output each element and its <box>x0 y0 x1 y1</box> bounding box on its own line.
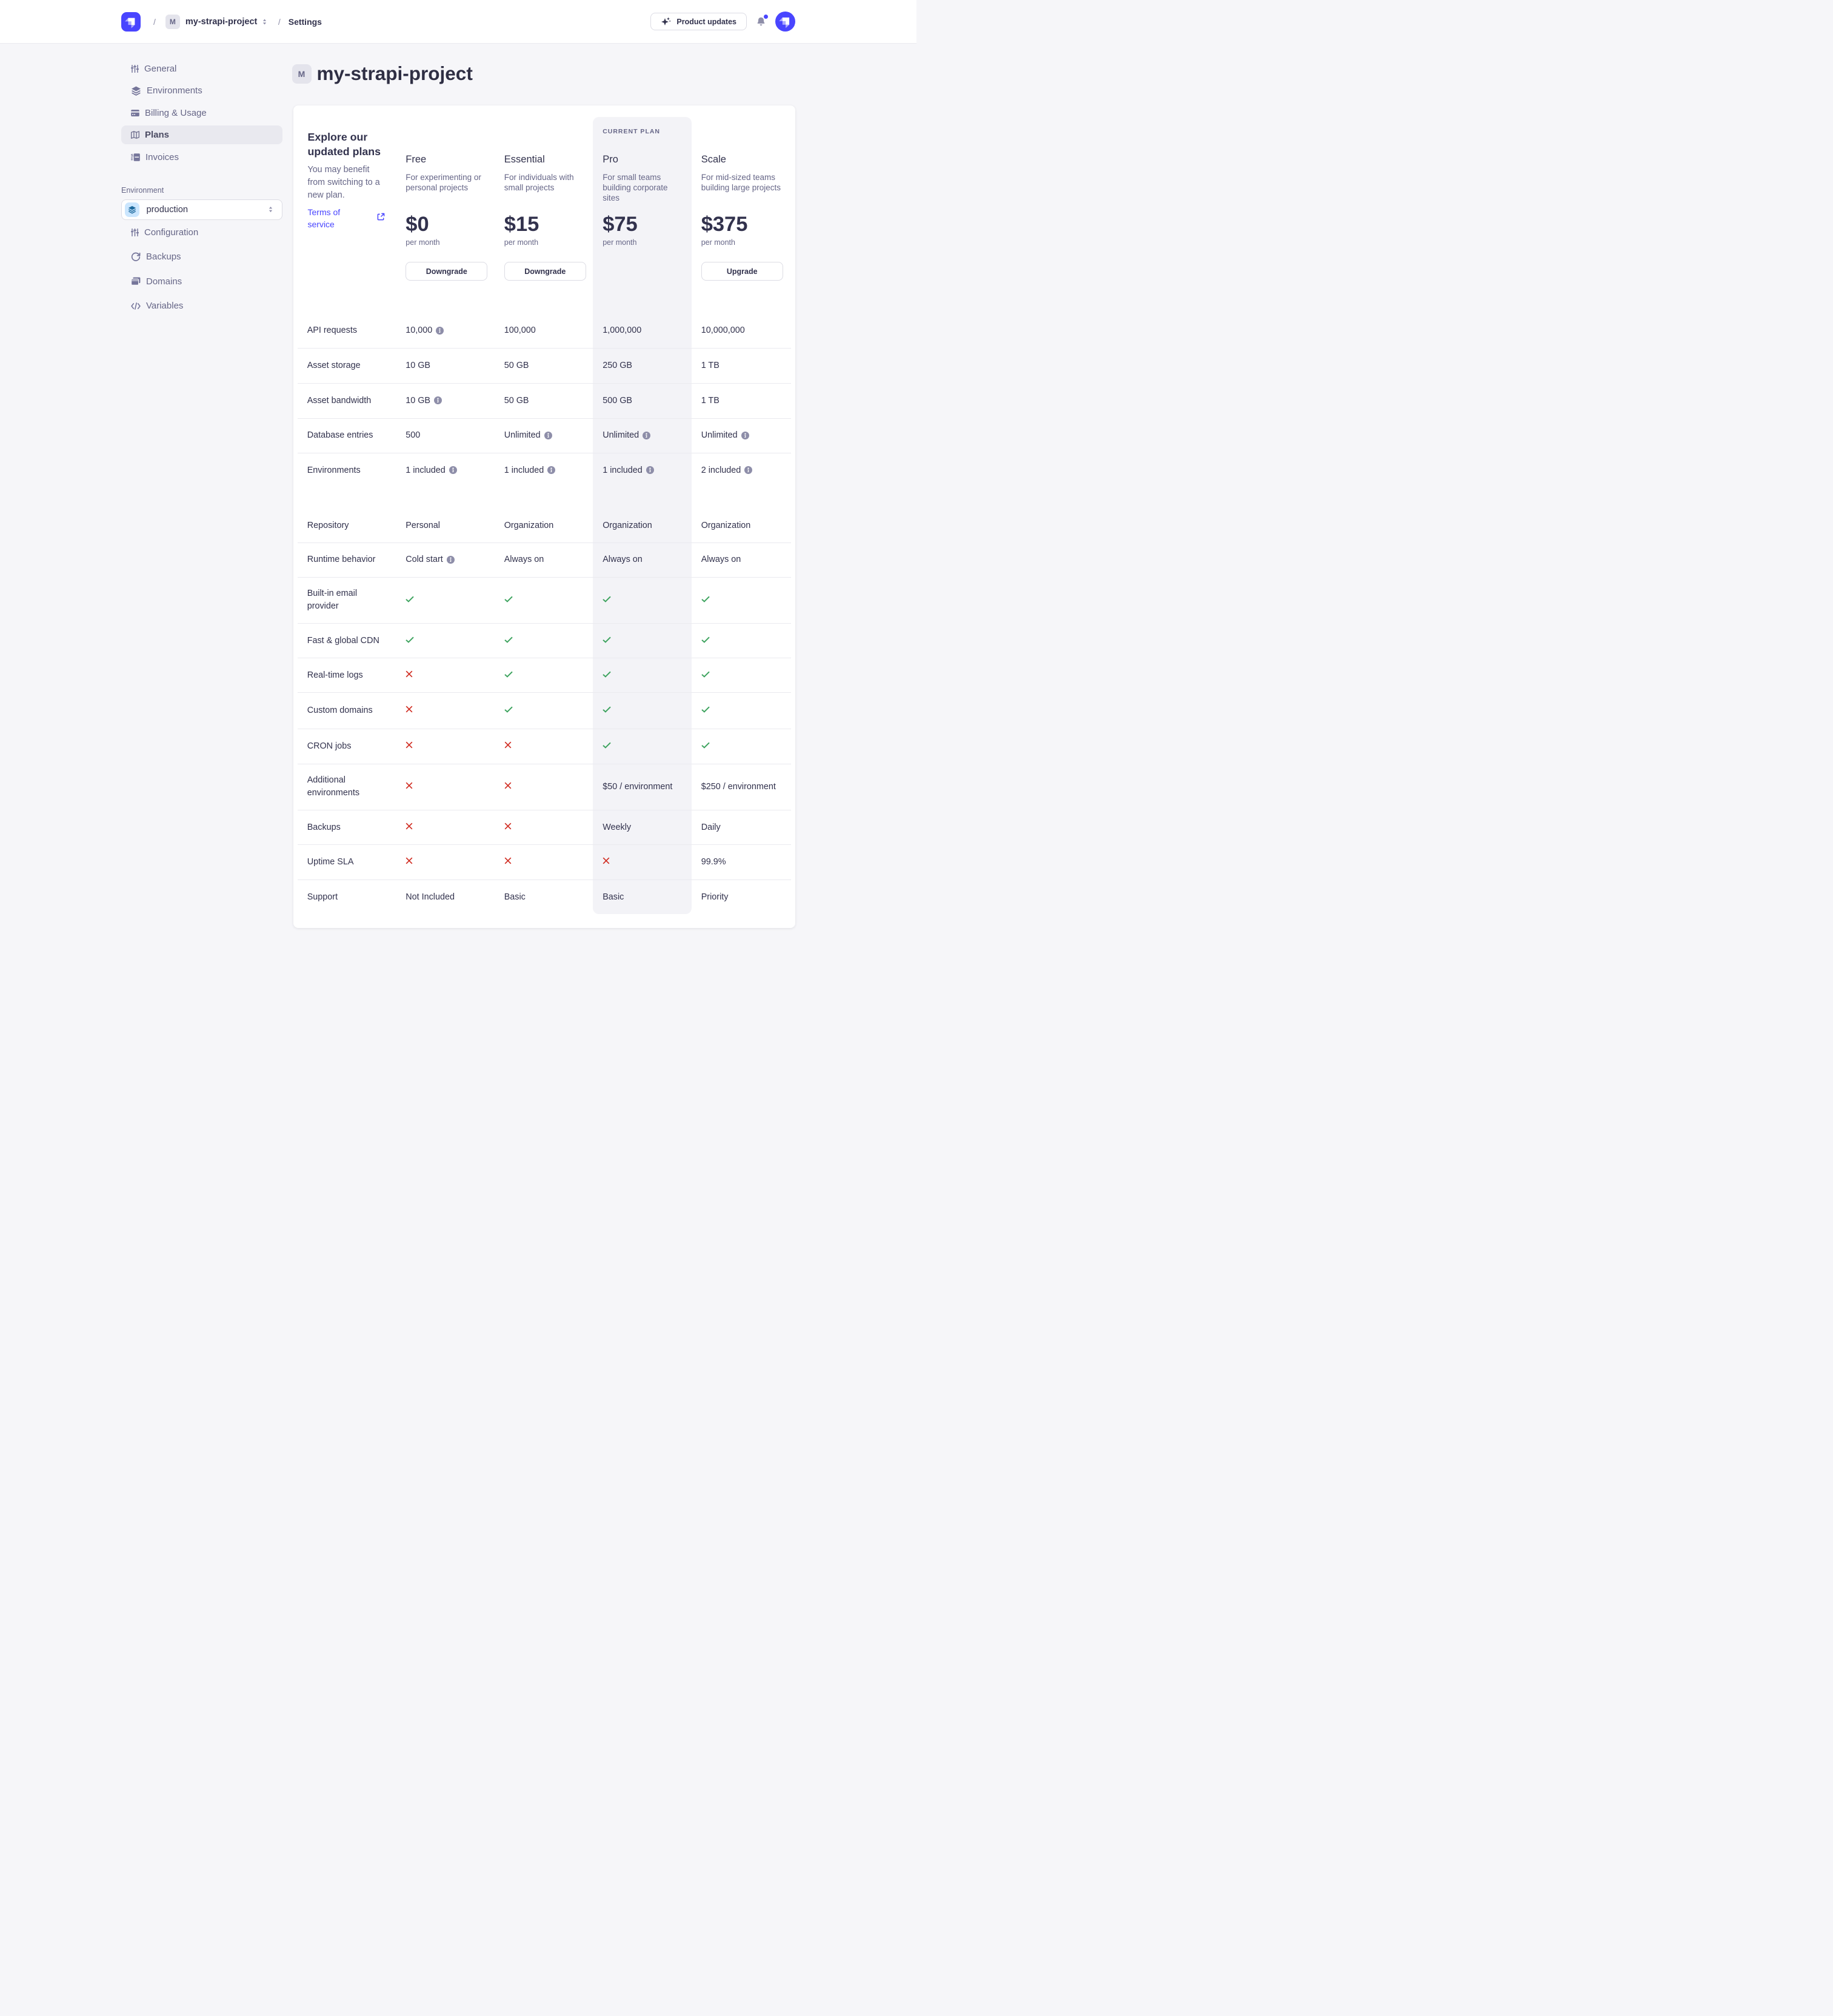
svg-text:$: $ <box>131 153 133 158</box>
